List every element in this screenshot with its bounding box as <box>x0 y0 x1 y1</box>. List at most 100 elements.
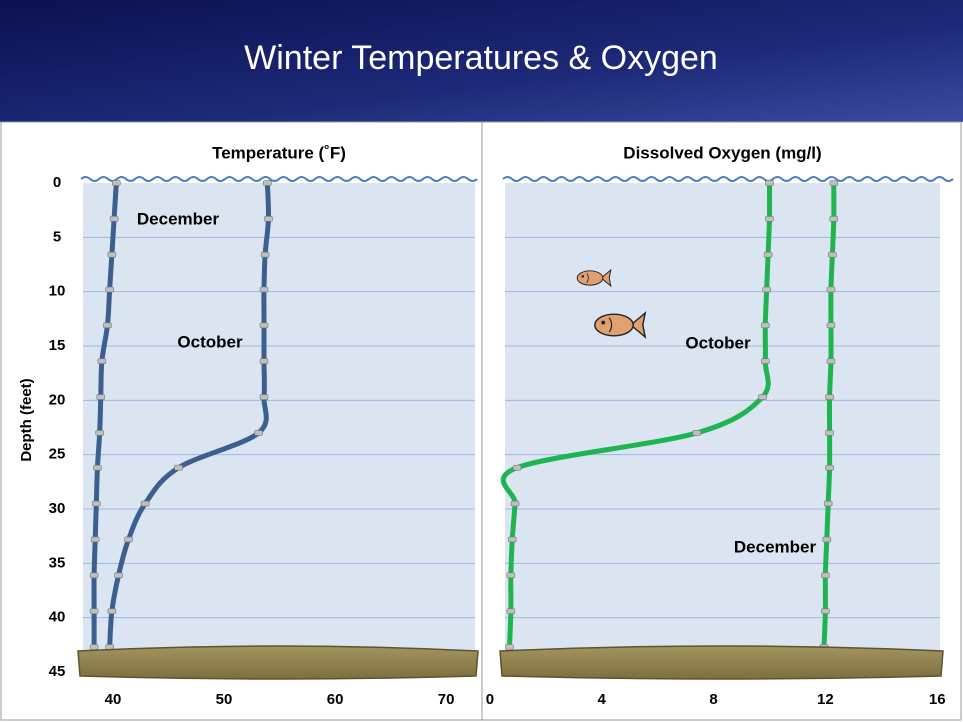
data-point <box>758 394 767 400</box>
data-point <box>259 286 269 293</box>
data-point <box>825 430 834 436</box>
data-point <box>765 180 774 186</box>
data-point <box>692 430 702 436</box>
chart-title: Temperature (˚F) <box>212 143 346 162</box>
header <box>0 0 963 122</box>
plot-area <box>505 183 940 652</box>
data-point <box>259 394 269 400</box>
y-tick-label: 30 <box>49 500 66 517</box>
data-point <box>90 536 100 543</box>
x-tick-label: 40 <box>105 691 122 708</box>
data-point <box>254 430 263 436</box>
data-point <box>506 572 516 579</box>
panel-border <box>0 121 962 721</box>
data-point <box>109 216 119 222</box>
data-point <box>825 464 834 471</box>
series-label: October <box>177 332 243 351</box>
x-tick-label: 8 <box>709 691 717 708</box>
slide-title: Winter Temperatures & Oxygen <box>244 39 718 77</box>
data-point <box>760 358 770 365</box>
data-point <box>828 251 837 258</box>
data-point <box>763 251 773 258</box>
x-tick-label: 12 <box>817 691 834 708</box>
fish-eye <box>581 275 585 278</box>
chart-title: Dissolved Oxygen (mg/l) <box>623 143 821 162</box>
fish-tail <box>629 311 647 339</box>
data-point <box>174 464 183 471</box>
data-point <box>821 608 830 614</box>
data-point <box>822 536 832 543</box>
x-tick-label: 70 <box>438 691 455 708</box>
data-point <box>89 572 99 579</box>
data-point <box>821 572 830 579</box>
y-tick-label: 0 <box>53 174 61 191</box>
fish-eye <box>601 320 606 325</box>
data-point <box>505 644 514 650</box>
data-point <box>89 644 99 650</box>
data-point <box>107 251 117 258</box>
y-tick-label: 40 <box>49 609 66 626</box>
data-point <box>510 500 520 507</box>
y-tick-label: 5 <box>53 228 61 245</box>
data-point <box>826 358 836 365</box>
plot-area <box>83 183 475 652</box>
data-point <box>105 286 114 293</box>
data-point <box>92 500 101 507</box>
water-surface <box>502 176 954 182</box>
data-point <box>112 180 121 186</box>
data-point <box>765 216 774 222</box>
data-point <box>829 180 839 186</box>
x-tick-label: 16 <box>929 691 946 708</box>
data-point <box>114 572 123 579</box>
series-line <box>107 180 272 650</box>
x-tick-label: 60 <box>327 691 344 708</box>
data-point <box>823 500 833 507</box>
data-point <box>760 322 770 329</box>
fish-gill <box>608 317 613 333</box>
water-surface <box>80 176 478 182</box>
data-point <box>95 430 104 436</box>
data-point <box>259 358 269 365</box>
data-point <box>826 322 836 329</box>
fish-icon <box>594 311 647 339</box>
y-tick-label: 45 <box>49 663 66 680</box>
series-label: October <box>685 333 751 352</box>
data-point <box>829 216 839 222</box>
y-tick-label: 35 <box>49 554 66 571</box>
data-point <box>259 322 269 329</box>
data-point <box>103 322 112 329</box>
fish-gill <box>586 272 589 284</box>
fish-body <box>594 313 634 337</box>
data-point <box>264 216 273 222</box>
data-point <box>93 464 102 471</box>
data-point <box>826 286 836 293</box>
data-point <box>124 536 133 543</box>
x-tick-label: 0 <box>486 691 494 708</box>
data-point <box>507 536 517 543</box>
data-point <box>97 358 107 365</box>
series-line <box>500 180 773 650</box>
fish-body <box>576 270 604 286</box>
lake-bottom <box>499 645 944 680</box>
data-point <box>107 608 117 614</box>
fish-icon <box>576 268 612 288</box>
data-point <box>89 608 99 614</box>
fish-tail <box>600 268 612 288</box>
y-axis-title: Depth (feet) <box>18 378 35 461</box>
data-point <box>263 180 272 186</box>
data-point <box>512 464 522 471</box>
data-point <box>506 608 516 614</box>
y-tick-label: 10 <box>49 283 66 300</box>
y-tick-label: 25 <box>49 446 66 463</box>
data-point <box>260 251 270 258</box>
x-tick-label: 50 <box>216 691 233 708</box>
data-point <box>140 500 150 507</box>
data-point <box>762 286 771 293</box>
series-label: December <box>137 209 220 228</box>
lake-bottom <box>77 645 479 680</box>
y-tick-label: 15 <box>49 337 66 354</box>
data-point <box>825 394 834 400</box>
series-line <box>91 180 119 650</box>
